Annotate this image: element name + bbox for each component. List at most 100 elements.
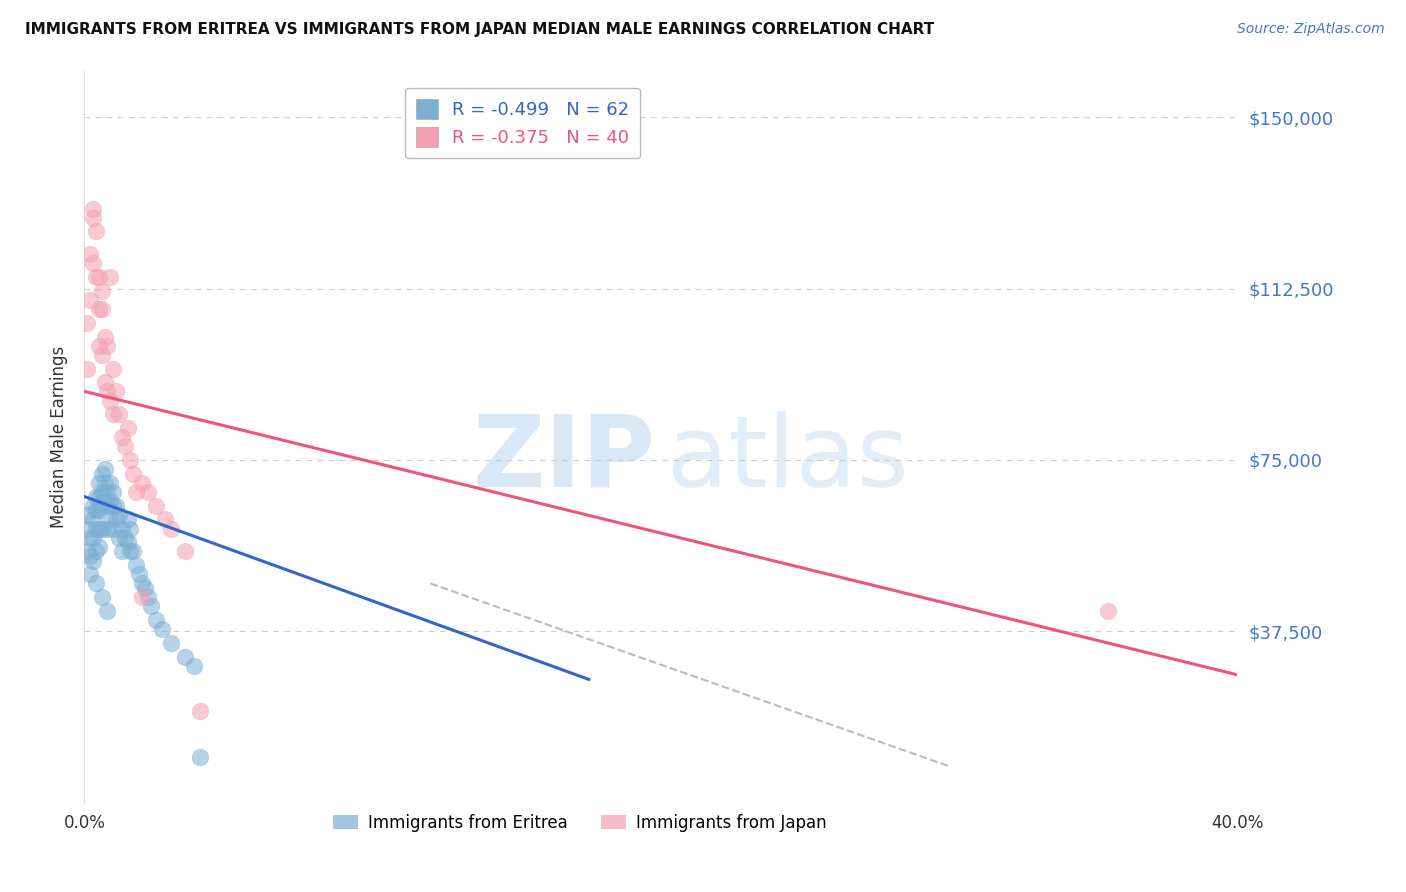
Point: [108, 407, 131, 421]
Point: [87, 521, 110, 535]
Point: [114, 439, 136, 453]
Point: [82, 256, 104, 270]
Point: [105, 512, 128, 526]
Point: [103, 484, 124, 499]
Point: [87, 503, 110, 517]
Point: [174, 649, 197, 664]
Point: [84, 270, 107, 285]
Point: [160, 521, 183, 535]
Point: [153, 512, 176, 526]
Text: ZIP: ZIP: [472, 410, 655, 508]
Point: [82, 531, 104, 545]
Point: [79, 549, 101, 563]
Point: [96, 521, 118, 535]
Point: [120, 544, 142, 558]
Point: [98, 475, 121, 490]
Point: [93, 329, 115, 343]
Point: [125, 558, 148, 573]
Point: [131, 475, 153, 490]
Point: [183, 658, 205, 673]
Point: [111, 521, 134, 535]
Point: [90, 301, 112, 317]
Point: [131, 576, 153, 591]
Point: [120, 521, 142, 535]
Point: [1097, 604, 1119, 618]
Point: [87, 301, 110, 317]
Point: [105, 499, 128, 513]
Point: [90, 521, 112, 535]
Point: [90, 284, 112, 298]
Point: [82, 211, 104, 225]
Point: [76, 316, 98, 330]
Point: [98, 512, 121, 526]
Point: [122, 544, 145, 558]
Point: [84, 576, 107, 591]
Text: IMMIGRANTS FROM ERITREA VS IMMIGRANTS FROM JAPAN MEDIAN MALE EARNINGS CORRELATIO: IMMIGRANTS FROM ERITREA VS IMMIGRANTS FR…: [25, 22, 935, 37]
Point: [160, 636, 183, 650]
Point: [131, 590, 153, 604]
Point: [90, 467, 112, 481]
Point: [87, 270, 110, 285]
Point: [136, 590, 159, 604]
Point: [108, 531, 131, 545]
Point: [84, 224, 107, 238]
Point: [150, 622, 173, 636]
Point: [188, 750, 211, 764]
Point: [120, 453, 142, 467]
Point: [84, 544, 107, 558]
Point: [105, 384, 128, 399]
Point: [98, 494, 121, 508]
Point: [93, 462, 115, 476]
Point: [82, 202, 104, 216]
Point: [103, 407, 124, 421]
Point: [122, 467, 145, 481]
Point: [111, 544, 134, 558]
Point: [145, 499, 167, 513]
Text: atlas: atlas: [666, 410, 908, 508]
Point: [93, 494, 115, 508]
Point: [82, 512, 104, 526]
Point: [98, 270, 121, 285]
Point: [90, 590, 112, 604]
Point: [82, 499, 104, 513]
Point: [114, 531, 136, 545]
Point: [98, 393, 121, 408]
Point: [90, 484, 112, 499]
Point: [76, 521, 98, 535]
Point: [96, 499, 118, 513]
Point: [174, 544, 197, 558]
Point: [188, 705, 211, 719]
Point: [128, 567, 150, 582]
Point: [84, 503, 107, 517]
Point: [96, 604, 118, 618]
Point: [87, 475, 110, 490]
Point: [117, 535, 139, 549]
Point: [76, 544, 98, 558]
Text: Source: ZipAtlas.com: Source: ZipAtlas.com: [1237, 22, 1385, 37]
Point: [117, 421, 139, 435]
Point: [84, 490, 107, 504]
Point: [79, 247, 101, 261]
Point: [87, 490, 110, 504]
Point: [111, 430, 134, 444]
Point: [117, 512, 139, 526]
Legend: Immigrants from Eritrea, Immigrants from Japan: Immigrants from Eritrea, Immigrants from…: [326, 807, 834, 838]
Point: [108, 508, 131, 522]
Point: [79, 567, 101, 582]
Point: [90, 499, 112, 513]
Point: [93, 475, 115, 490]
Point: [103, 499, 124, 513]
Point: [87, 338, 110, 352]
Point: [96, 384, 118, 399]
Point: [87, 540, 110, 554]
Point: [93, 375, 115, 389]
Point: [145, 613, 167, 627]
Point: [82, 553, 104, 567]
Point: [139, 599, 162, 614]
Point: [79, 531, 101, 545]
Point: [76, 361, 98, 376]
Point: [134, 581, 156, 595]
Point: [125, 484, 148, 499]
Point: [96, 338, 118, 352]
Point: [79, 293, 101, 307]
